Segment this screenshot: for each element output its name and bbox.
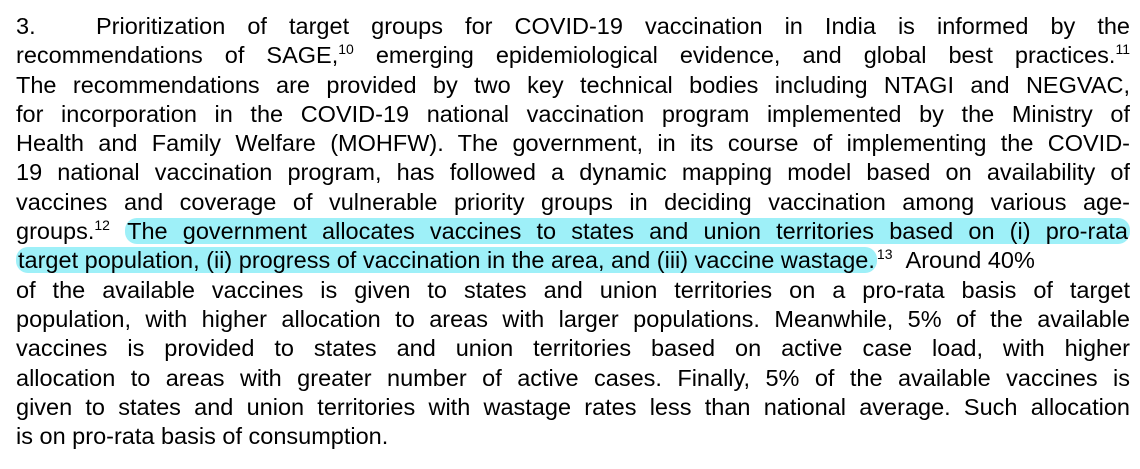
paragraph-line: recommendations of SAGE,10 emerging epid… (16, 41, 1130, 70)
highlighted-text[interactable]: target population, (ii) progress of vacc… (16, 247, 877, 274)
paragraph-line: vaccines and coverage of vulnerable prio… (16, 188, 1130, 217)
line-text: Around 40% (905, 247, 1035, 274)
line-text: is on pro-rata basis of consumption. (16, 423, 389, 450)
line-text: recommendations of SAGE, (16, 42, 339, 69)
line-text: allocation to areas with greater number … (16, 364, 1130, 391)
line-text: emerging epidemiological evidence, and g… (353, 42, 1116, 69)
footnote-ref[interactable]: 11 (1115, 41, 1130, 58)
line-text: given to states and union territories wi… (16, 393, 1130, 420)
paragraph-line: given to states and union territories wi… (16, 393, 1130, 422)
footnote-ref[interactable]: 12 (94, 217, 110, 234)
line-text: vaccines and coverage of vulnerable prio… (16, 188, 1130, 215)
paragraph-line: 19 national vaccination program, has fol… (16, 158, 1130, 187)
highlighted-text[interactable]: The government allocates vaccines to sta… (125, 218, 1130, 245)
paragraph-line: groups.12 The government allocates vacci… (16, 217, 1130, 246)
paragraph-line: for incorporation in the COVID-19 nation… (16, 100, 1130, 129)
line-text: 19 national vaccination program, has fol… (16, 159, 1130, 186)
line-text: Health and Family Welfare (MOHFW). The g… (16, 130, 1130, 157)
paragraph-line: 3. Prioritization of target groups for CO… (16, 12, 1130, 41)
paragraph-line: The recommendations are provided by two … (16, 71, 1130, 100)
paragraph-line: target population, (ii) progress of vacc… (16, 246, 1130, 275)
line-text: groups. (16, 218, 95, 245)
paragraph-line: Health and Family Welfare (MOHFW). The g… (16, 129, 1130, 158)
paragraph-line: population, with higher allocation to ar… (16, 305, 1130, 334)
line-text: of the available vaccines is given to st… (16, 276, 1130, 303)
line-text: The recommendations are provided by two … (16, 71, 1130, 98)
paragraph-line: vaccines is provided to states and union… (16, 334, 1130, 363)
paragraph-number: 3. (16, 13, 36, 39)
paragraph-line: allocation to areas with greater number … (16, 364, 1130, 393)
paragraph-line: of the available vaccines is given to st… (16, 276, 1130, 305)
footnote-ref[interactable]: 13 (876, 246, 893, 263)
paragraph-line: is on pro-rata basis of consumption. (16, 422, 1130, 451)
line-text: population, with higher allocation to ar… (16, 305, 1130, 332)
line-text: for incorporation in the COVID-19 nation… (16, 100, 1130, 127)
footnote-ref[interactable]: 10 (338, 41, 354, 58)
line-text: Prioritization of target groups for COVI… (96, 13, 1130, 39)
line-text: vaccines is provided to states and union… (16, 335, 1130, 362)
